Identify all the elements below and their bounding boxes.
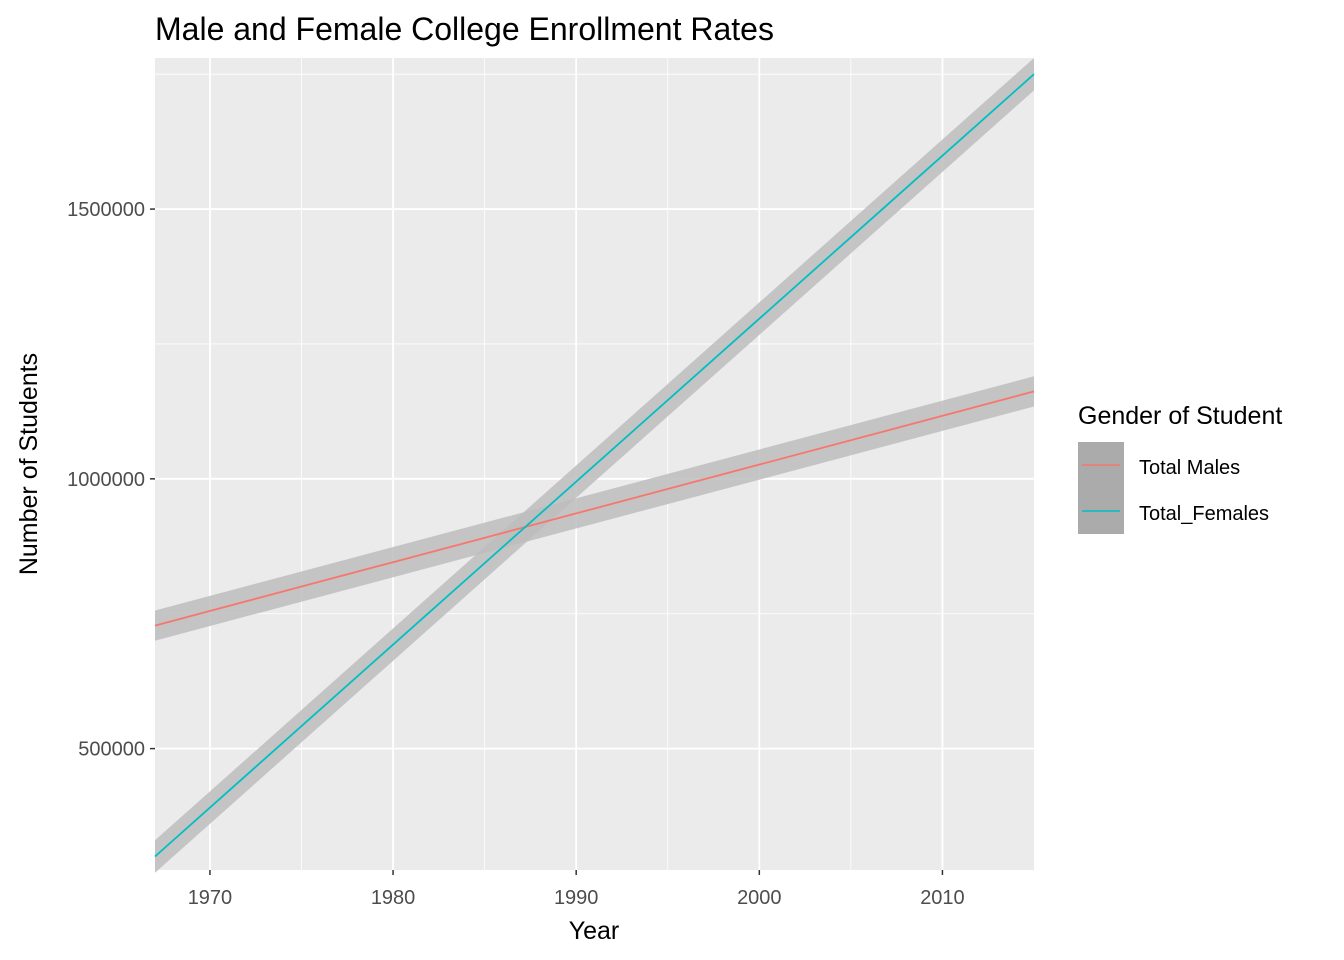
legend-label-total-males: Total Males [1139, 457, 1240, 479]
series-lines [154, 73, 1035, 858]
y-tick-label: 1000000 [67, 469, 145, 491]
x-axis-title: Year [569, 917, 620, 945]
x-tick-label: 2010 [920, 887, 965, 909]
legend-title: Gender of Student [1078, 402, 1282, 430]
grid-minor [155, 58, 1034, 870]
x-tick-label: 2000 [737, 887, 782, 909]
x-axis-ticks: 1970 1980 1990 2000 2010 [188, 870, 965, 909]
series-line-total-males [154, 390, 1035, 627]
x-tick-label: 1980 [371, 887, 416, 909]
x-tick-label: 1970 [188, 887, 233, 909]
y-axis-title: Number of Students [15, 353, 43, 575]
x-tick-label: 1990 [554, 887, 599, 909]
series-line-total-females [154, 73, 1035, 858]
y-tick-label: 1500000 [67, 199, 145, 221]
y-tick-label: 500000 [78, 739, 145, 761]
y-axis-ticks: 500000 1000000 1500000 [67, 199, 155, 761]
legend-label-total-females: Total_Females [1139, 503, 1269, 525]
chart-title: Male and Female College Enrollment Rates [155, 11, 774, 47]
legend: Gender of Student Total Males Total_Fema… [1078, 402, 1282, 534]
